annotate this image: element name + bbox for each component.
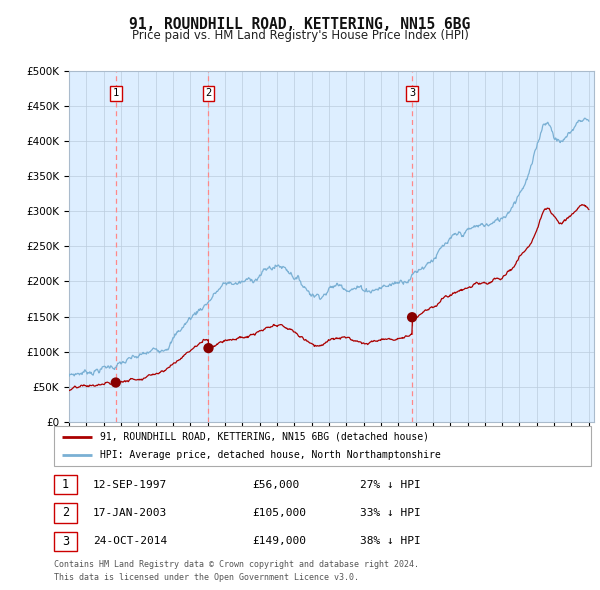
Text: 27% ↓ HPI: 27% ↓ HPI xyxy=(360,480,421,490)
Text: £56,000: £56,000 xyxy=(252,480,299,490)
Text: 38% ↓ HPI: 38% ↓ HPI xyxy=(360,536,421,546)
Text: Contains HM Land Registry data © Crown copyright and database right 2024.: Contains HM Land Registry data © Crown c… xyxy=(54,560,419,569)
Text: 33% ↓ HPI: 33% ↓ HPI xyxy=(360,508,421,518)
Text: 1: 1 xyxy=(62,478,69,491)
Text: 24-OCT-2014: 24-OCT-2014 xyxy=(93,536,167,546)
Text: 91, ROUNDHILL ROAD, KETTERING, NN15 6BG (detached house): 91, ROUNDHILL ROAD, KETTERING, NN15 6BG … xyxy=(100,432,428,442)
Text: 3: 3 xyxy=(62,535,69,548)
Text: 12-SEP-1997: 12-SEP-1997 xyxy=(93,480,167,490)
Text: 2: 2 xyxy=(62,506,69,519)
Text: 91, ROUNDHILL ROAD, KETTERING, NN15 6BG: 91, ROUNDHILL ROAD, KETTERING, NN15 6BG xyxy=(130,17,470,31)
Text: 17-JAN-2003: 17-JAN-2003 xyxy=(93,508,167,518)
Point xyxy=(407,313,417,322)
Text: Price paid vs. HM Land Registry's House Price Index (HPI): Price paid vs. HM Land Registry's House … xyxy=(131,29,469,42)
Text: This data is licensed under the Open Government Licence v3.0.: This data is licensed under the Open Gov… xyxy=(54,573,359,582)
Text: £105,000: £105,000 xyxy=(252,508,306,518)
Text: 1: 1 xyxy=(113,88,119,99)
Point xyxy=(203,343,213,353)
Text: 2: 2 xyxy=(205,88,212,99)
Point xyxy=(111,378,121,387)
Text: HPI: Average price, detached house, North Northamptonshire: HPI: Average price, detached house, Nort… xyxy=(100,450,440,460)
Text: 3: 3 xyxy=(409,88,415,99)
Text: £149,000: £149,000 xyxy=(252,536,306,546)
